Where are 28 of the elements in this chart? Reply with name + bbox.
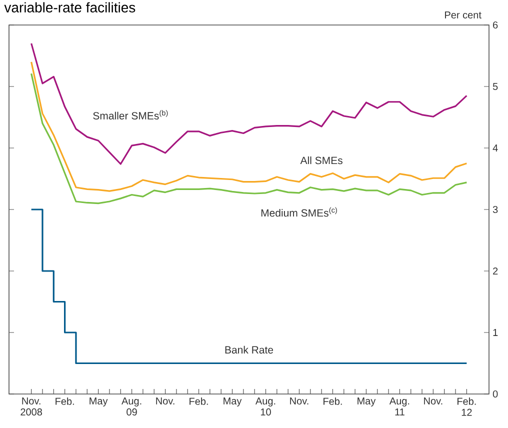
y-tick-label: 1 xyxy=(493,329,498,336)
y-tick-label: 2 xyxy=(493,268,498,274)
series-label: Smaller SMEs$^{(b)}$ xyxy=(93,110,168,120)
y-tick-label: 0 xyxy=(492,390,498,398)
x-tick-label: Nov. xyxy=(156,398,174,405)
x-tick-label: Feb. xyxy=(190,398,208,405)
series-label: All SMEs xyxy=(300,156,342,164)
y-tick-label: 5 xyxy=(492,83,498,90)
y-axis-title: Per cent xyxy=(445,11,482,18)
x-tick-label: Feb. 12 xyxy=(457,398,476,416)
x-tick-label: Nov. 2008 xyxy=(20,398,42,416)
x-tick-label: Aug. 10 xyxy=(255,398,276,416)
series-label: Medium SMEs$^{(c)}$ xyxy=(261,207,337,217)
series-label: Bank Rate xyxy=(225,346,274,354)
x-tick-label: May xyxy=(358,398,376,406)
x-tick-label: Feb. xyxy=(56,398,74,405)
y-tick-label: 3 xyxy=(492,206,498,214)
x-tick-label: May xyxy=(224,398,242,406)
chart-title: variable-rate facilities xyxy=(4,2,136,12)
x-tick-label: Aug. 09 xyxy=(122,398,142,416)
x-tick-label: Nov. xyxy=(290,398,308,405)
x-tick-label: May xyxy=(90,398,108,406)
y-tick-label: 4 xyxy=(492,144,498,152)
x-tick-label: Feb. xyxy=(324,398,342,405)
line-series xyxy=(30,42,468,165)
y-tick-label: 6 xyxy=(493,21,498,29)
x-tick-label: Aug. 11 xyxy=(389,398,410,416)
x-tick-label: Nov. xyxy=(424,398,442,405)
